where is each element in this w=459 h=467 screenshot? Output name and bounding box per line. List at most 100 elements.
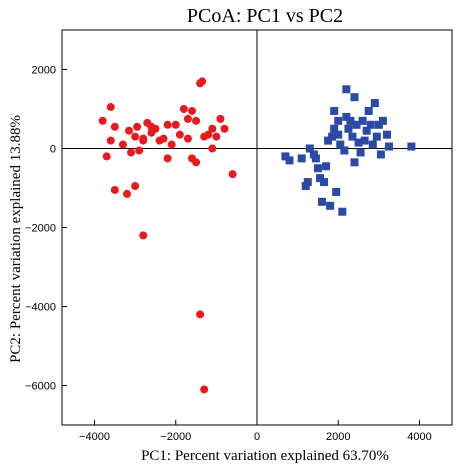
- data-point-square: [368, 140, 377, 149]
- data-point-circle: [198, 77, 207, 86]
- data-point-circle: [159, 134, 168, 143]
- data-point-circle: [139, 231, 148, 240]
- data-point-circle: [131, 182, 140, 191]
- data-point-circle: [106, 136, 115, 145]
- y-tick-label: −2000: [25, 223, 56, 235]
- data-point-square: [330, 124, 339, 133]
- data-point-circle: [106, 103, 115, 112]
- x-tick-label: −4000: [79, 431, 110, 443]
- data-point-circle: [179, 105, 188, 113]
- data-point-circle: [118, 140, 127, 149]
- data-point-square: [328, 132, 337, 141]
- data-point-square: [338, 207, 347, 216]
- data-point-square: [313, 164, 322, 173]
- x-tick-label: 0: [254, 431, 260, 443]
- data-point-square: [305, 144, 314, 153]
- data-point-square: [322, 162, 331, 171]
- data-point-circle: [98, 116, 107, 125]
- data-point-square: [332, 187, 341, 196]
- data-point-square: [354, 138, 363, 147]
- data-point-square: [352, 120, 361, 129]
- y-tick-label: −6000: [25, 381, 56, 393]
- data-point-square: [330, 106, 339, 115]
- data-point-square: [311, 154, 320, 163]
- data-point-square: [342, 112, 351, 121]
- data-point-square: [318, 197, 326, 206]
- data-point-square: [315, 174, 324, 183]
- data-point-square: [348, 132, 357, 141]
- data-point-square: [364, 106, 373, 115]
- data-point-square: [407, 142, 416, 151]
- data-point-circle: [125, 126, 134, 135]
- data-point-square: [320, 178, 329, 187]
- data-point-circle: [192, 158, 201, 167]
- y-tick-label: 2000: [32, 65, 56, 77]
- data-point-square: [324, 136, 333, 145]
- data-point-circle: [183, 114, 192, 123]
- data-point-circle: [110, 122, 119, 131]
- data-point-circle: [200, 385, 209, 394]
- data-point-square: [344, 124, 353, 133]
- data-point-square: [326, 201, 335, 210]
- data-point-square: [281, 152, 290, 161]
- data-point-circle: [135, 146, 144, 155]
- axis-ticks: −4000 −2000 0 2000 4000 2000 0 −2000 −4000 −6000: [25, 65, 432, 444]
- data-point-square: [285, 156, 294, 165]
- data-point-circle: [171, 120, 180, 129]
- data-point-square: [350, 93, 359, 102]
- data-point-circle: [212, 132, 221, 141]
- data-point-square: [297, 154, 306, 163]
- data-point-square: [336, 140, 345, 149]
- data-point-square: [374, 120, 383, 129]
- data-point-circle: [192, 116, 201, 125]
- zero-lines: [62, 30, 452, 425]
- data-point-circle: [102, 152, 111, 161]
- data-point-circle: [188, 106, 196, 115]
- data-point-square: [342, 85, 351, 94]
- data-point-circle: [220, 124, 229, 133]
- data-point-square: [346, 116, 355, 125]
- data-point-circle: [208, 124, 217, 133]
- data-point-square: [350, 158, 359, 167]
- data-point-circle: [110, 185, 119, 194]
- data-point-circle: [196, 310, 205, 319]
- data-point-circle: [216, 114, 225, 123]
- data-point-circle: [131, 132, 140, 141]
- data-point-square: [378, 116, 387, 125]
- data-point-circle: [123, 189, 131, 198]
- data-point-circle: [147, 128, 156, 137]
- data-point-square: [356, 148, 365, 157]
- data-point-square: [334, 116, 343, 125]
- data-point-square: [358, 116, 367, 125]
- data-point-square: [370, 99, 379, 108]
- data-point-square: [334, 130, 343, 139]
- y-axis-label: PC2: Percent variation explained 13.88%: [8, 115, 24, 363]
- data-point-circle: [163, 154, 172, 163]
- y-tick-label: 0: [50, 144, 56, 156]
- x-axis-label: PC1: Percent variation explained 63.70%: [141, 448, 389, 464]
- data-point-square: [362, 126, 371, 135]
- data-points: [98, 77, 416, 394]
- data-point-square: [385, 142, 394, 151]
- data-point-circle: [204, 130, 213, 139]
- data-point-circle: [175, 130, 184, 139]
- data-point-square: [376, 150, 385, 159]
- x-tick-label: −2000: [160, 431, 191, 443]
- data-point-square: [360, 136, 369, 145]
- data-point-circle: [139, 134, 148, 143]
- data-point-circle: [127, 148, 136, 157]
- x-tick-label: 2000: [326, 431, 350, 443]
- data-point-square: [303, 178, 312, 187]
- data-point-circle: [183, 134, 192, 143]
- x-tick-label: 4000: [407, 431, 431, 443]
- data-point-square: [340, 146, 349, 155]
- data-point-circle: [228, 170, 237, 179]
- data-point-circle: [167, 140, 176, 149]
- data-point-square: [383, 130, 391, 139]
- data-point-square: [372, 132, 381, 141]
- data-point-circle: [133, 122, 142, 131]
- data-point-square: [366, 120, 375, 129]
- y-tick-label: −4000: [25, 302, 56, 314]
- chart-title: PCoA: PC1 vs PC2: [187, 5, 343, 27]
